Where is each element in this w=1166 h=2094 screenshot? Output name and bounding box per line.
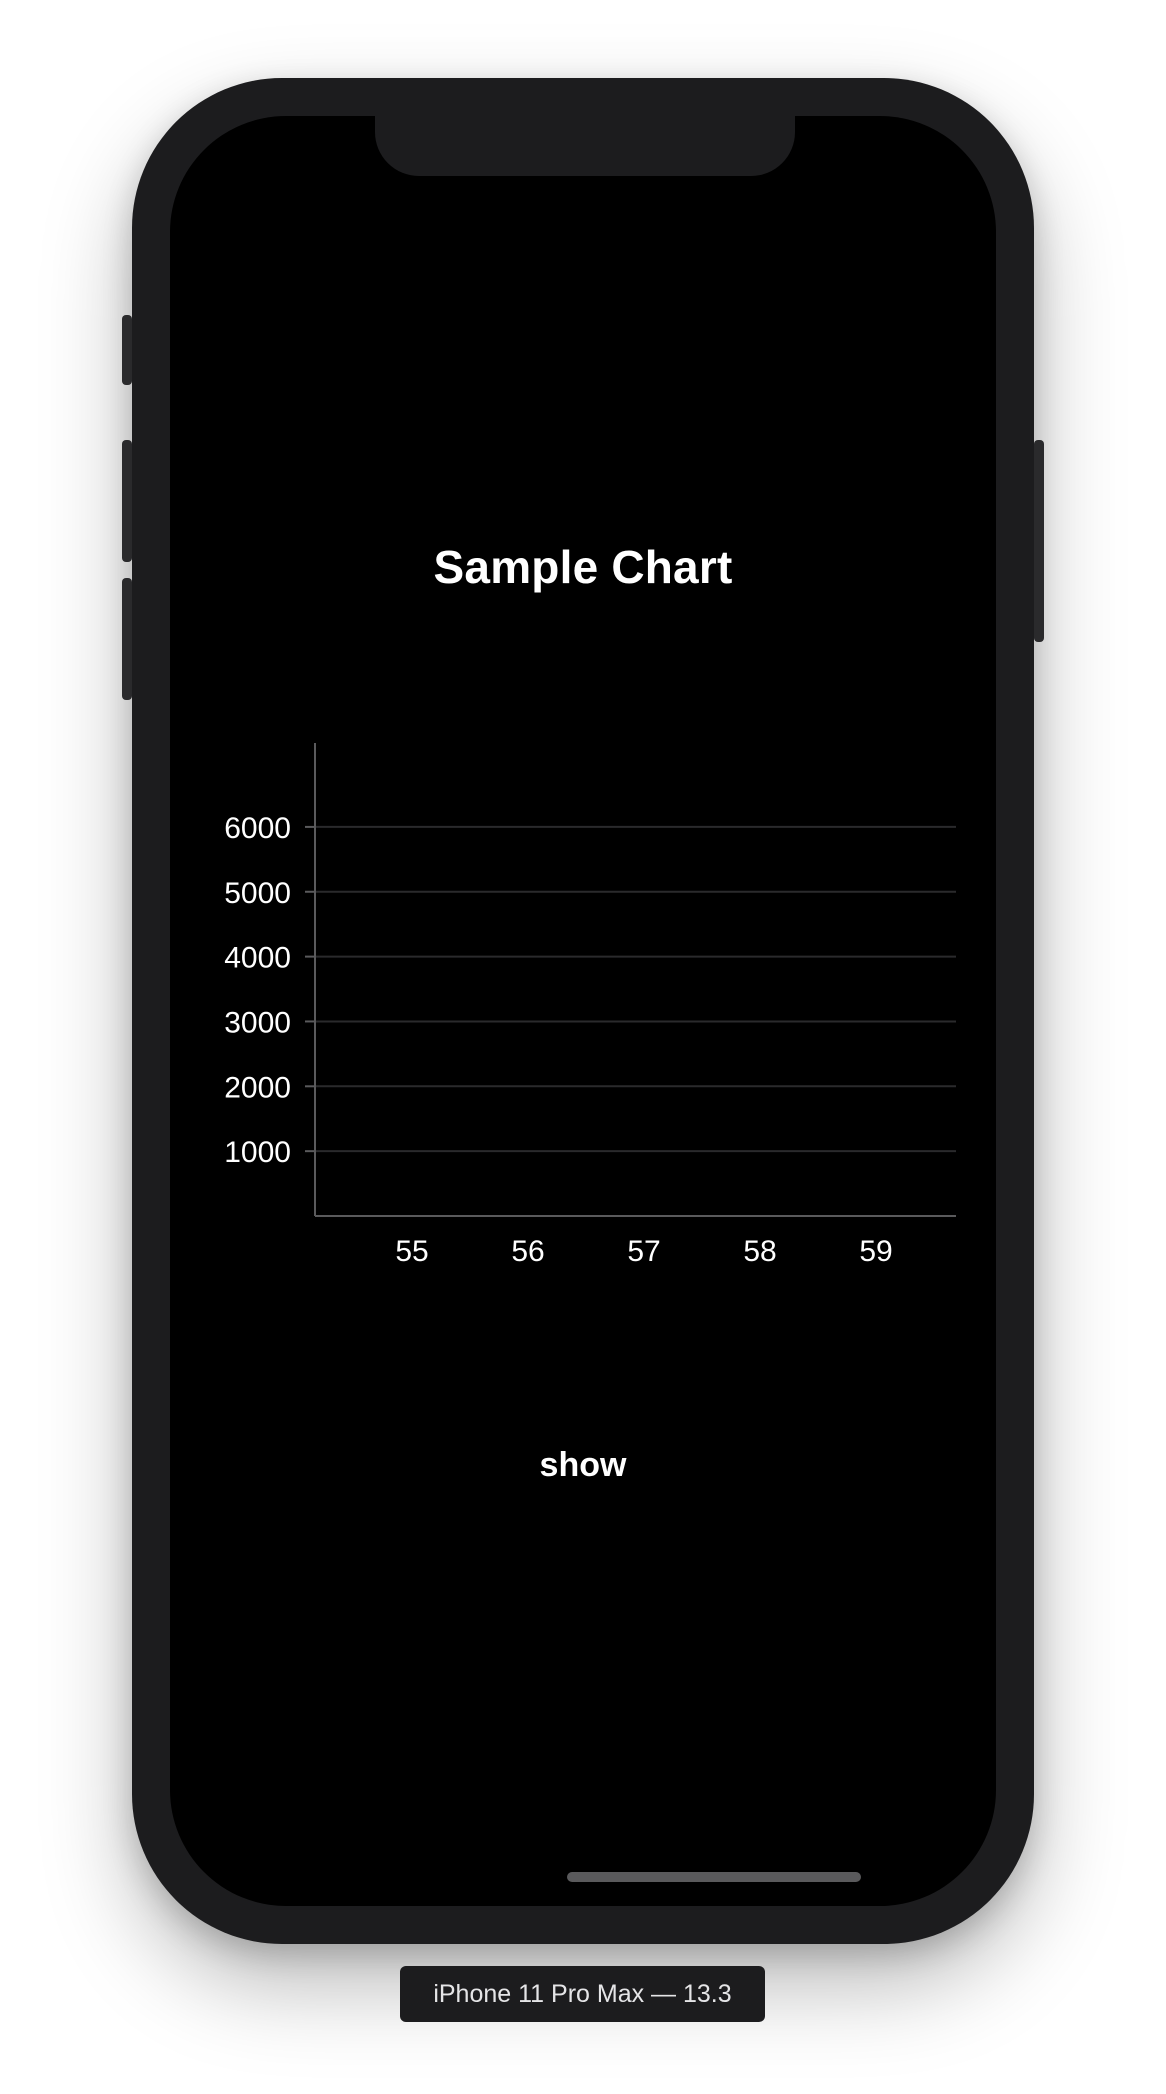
- notch: [375, 116, 795, 176]
- y-tick-label: 6000: [224, 812, 291, 845]
- x-tick-label: 59: [859, 1235, 892, 1268]
- phone-screen: Sample Chart 1000 2000 3000 4000 5000 6000 55 5…: [170, 116, 996, 1906]
- page-title: Sample Chart: [433, 541, 733, 593]
- y-tick-label: 1000: [224, 1136, 291, 1169]
- show-button[interactable]: show: [483, 1434, 683, 1494]
- x-tick-label: 55: [395, 1235, 428, 1268]
- x-tick-label: 57: [627, 1235, 660, 1268]
- device-label: iPhone 11 Pro Max — 13.3: [400, 1966, 765, 2022]
- volume-up-button: [122, 440, 132, 562]
- y-tick-label: 3000: [224, 1006, 291, 1039]
- y-tick-label: 4000: [224, 942, 291, 975]
- home-indicator[interactable]: [567, 1872, 861, 1882]
- iphone-device-frame: Sample Chart 1000 2000 3000 4000 5000 6000 55 5…: [122, 78, 1044, 1944]
- bar-chart: 1000 2000 3000 4000 5000 6000 55 56 57 58 59: [224, 743, 956, 1268]
- x-tick-label: 56: [511, 1235, 544, 1268]
- y-tick-label: 2000: [224, 1071, 291, 1104]
- silent-switch: [122, 315, 132, 385]
- y-tick-label: 5000: [224, 877, 291, 910]
- x-tick-label: 58: [743, 1235, 776, 1268]
- volume-down-button: [122, 578, 132, 700]
- power-button: [1034, 440, 1044, 642]
